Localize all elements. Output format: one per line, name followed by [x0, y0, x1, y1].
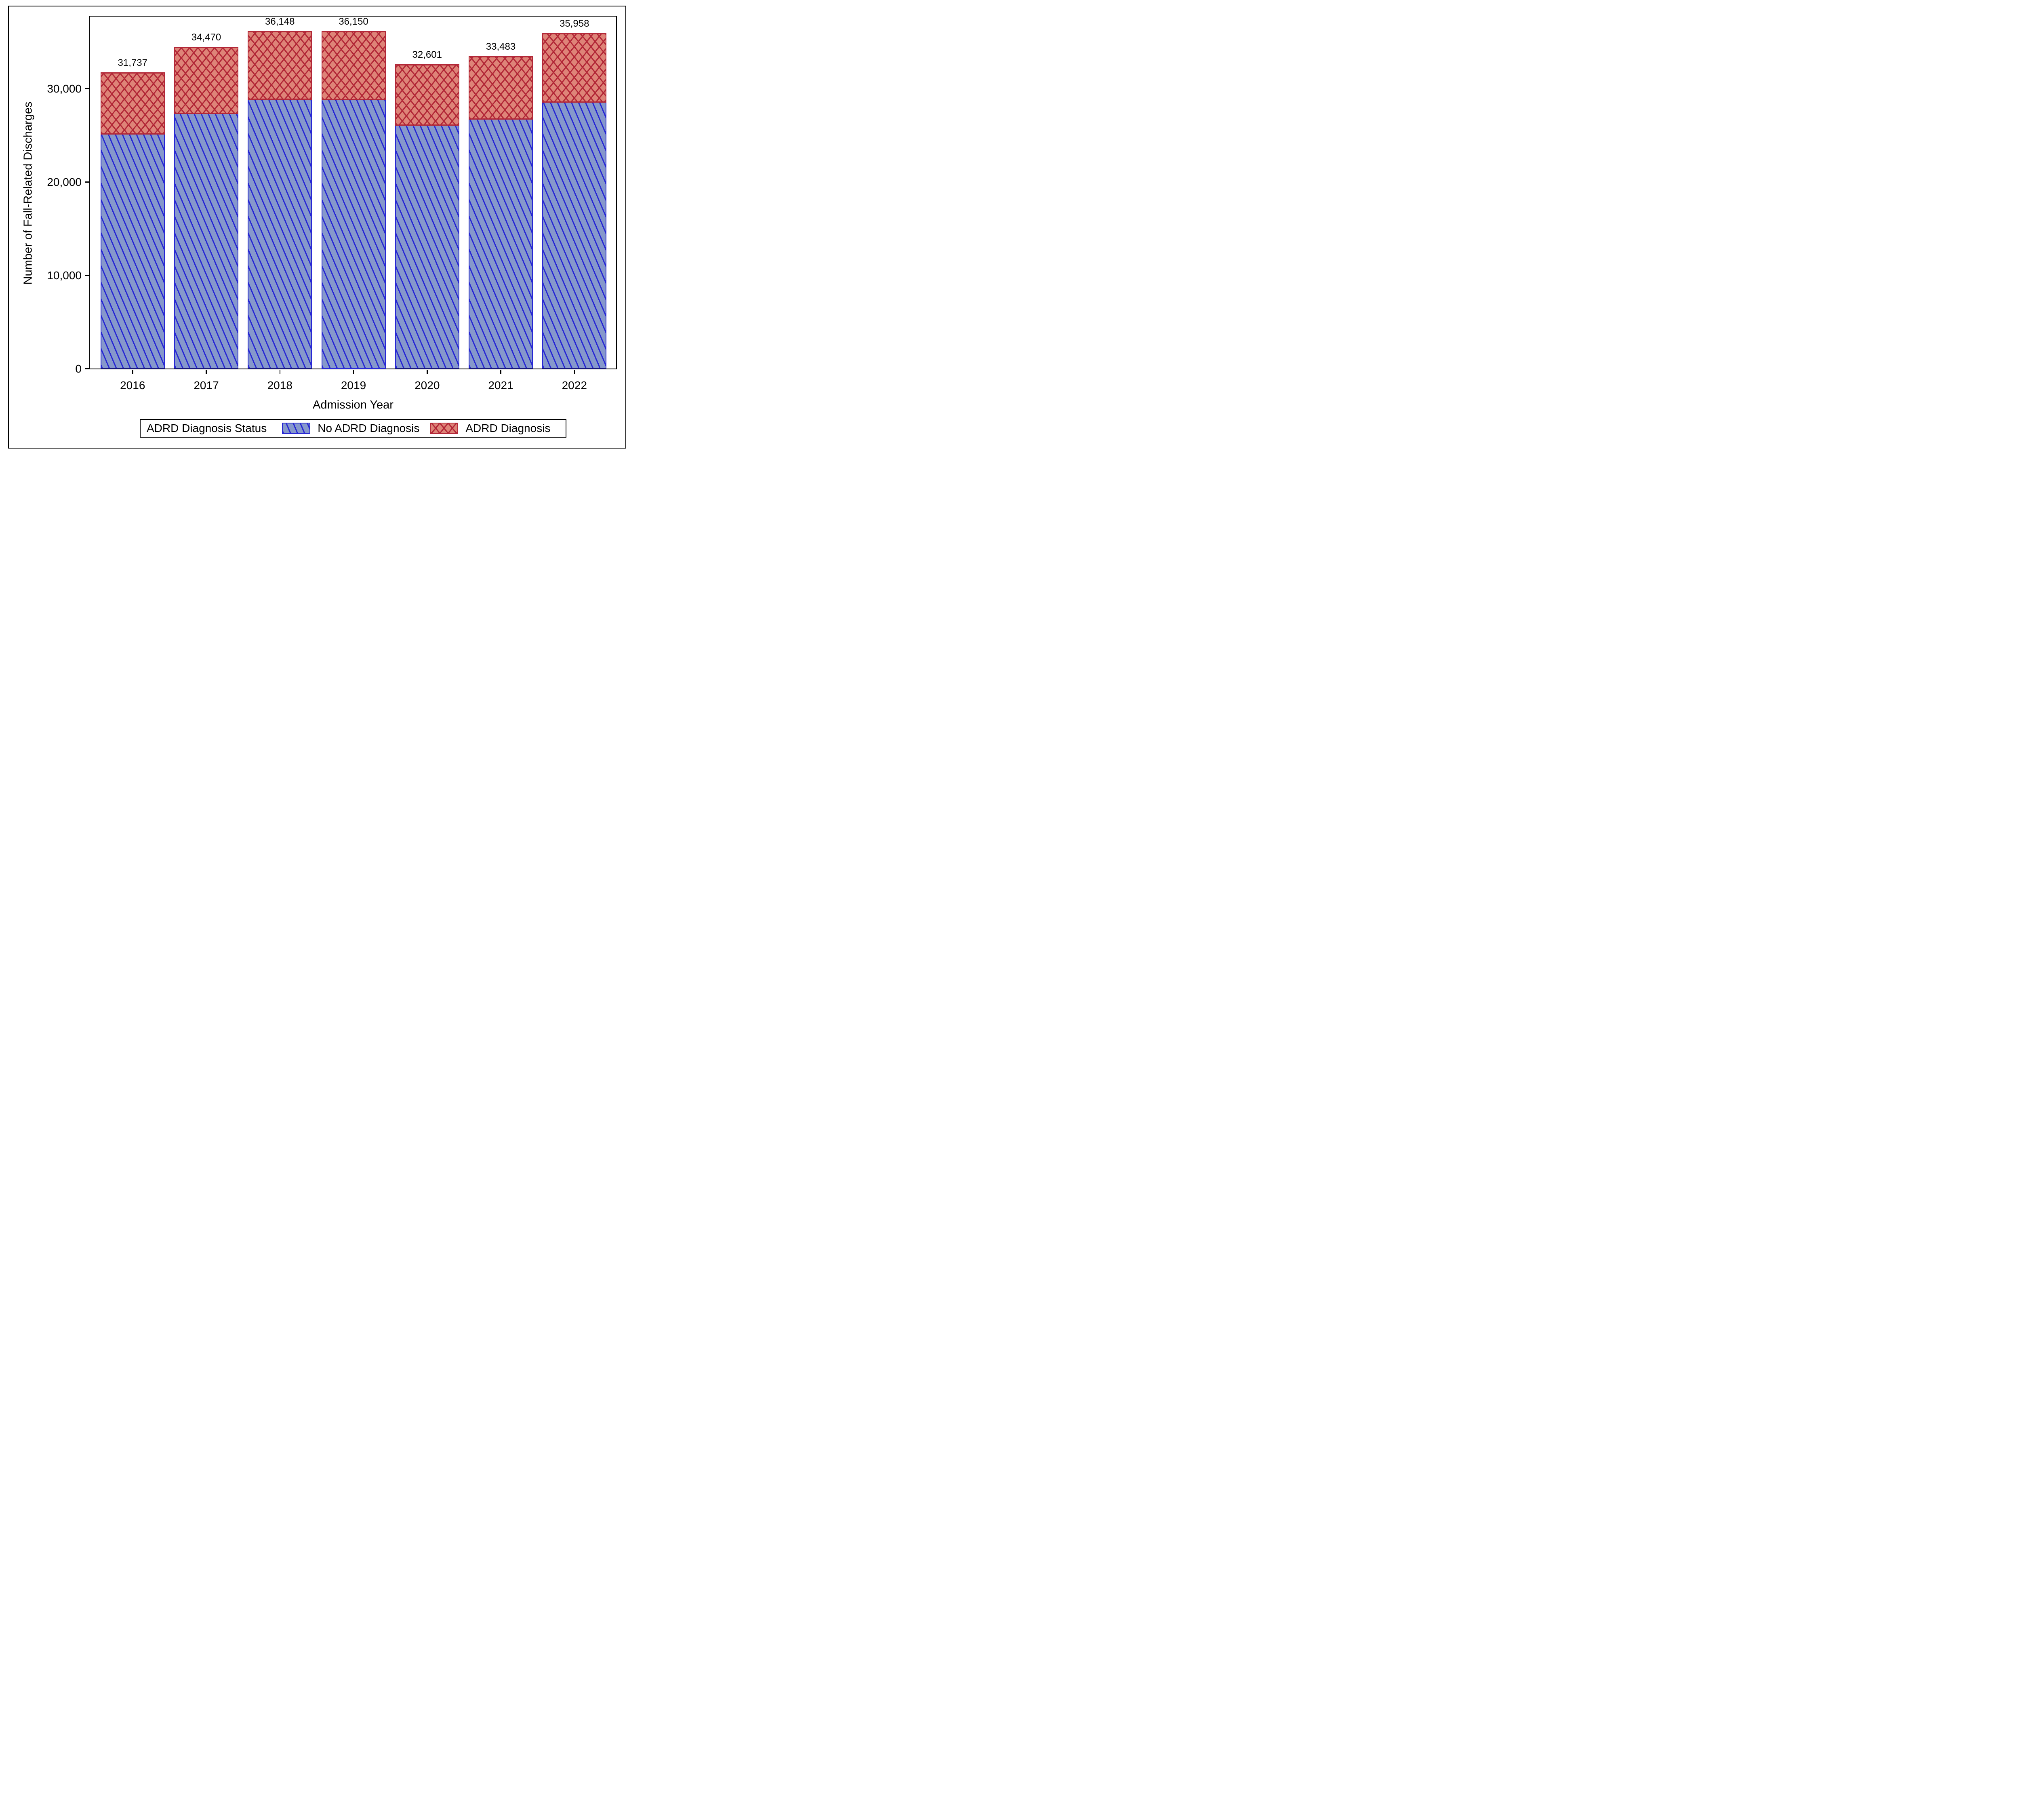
x-tick-2017	[206, 370, 207, 374]
y-tick-label-20000: 20,000	[47, 175, 82, 188]
bar-2020-no-adrd-segment	[395, 125, 459, 369]
bar-2021-adrd-segment	[469, 56, 533, 120]
legend-item-no-adrd-label: No ADRD Diagnosis	[318, 422, 420, 434]
adrd-diagnosis-swatch-icon	[430, 423, 459, 434]
bar-2021-total-label: 33,483	[486, 41, 516, 53]
bar-2019-adrd-segment	[321, 31, 386, 101]
bar-2021-no-adrd-segment	[469, 119, 533, 369]
y-tick-label-10000: 10,000	[47, 269, 82, 282]
x-tick-label-2019: 2019	[341, 379, 366, 392]
bar-2022-no-adrd-segment	[542, 103, 607, 369]
x-tick-label-2021: 2021	[488, 379, 513, 392]
legend-item-adrd-label: ADRD Diagnosis	[465, 422, 551, 434]
bar-2019-total-label: 36,150	[339, 16, 368, 27]
bar-2016-total-label: 31,737	[118, 57, 147, 69]
x-axis-title: Admission Year	[313, 398, 393, 411]
legend-title: ADRD Diagnosis Status	[147, 422, 267, 434]
bar-2016-adrd-segment	[100, 72, 165, 135]
y-tick-10000	[84, 275, 90, 276]
y-tick-0	[84, 368, 90, 369]
figure-outer-border	[8, 6, 626, 449]
bar-2018-total-label: 36,148	[265, 16, 295, 27]
y-tick-20000	[84, 181, 90, 183]
bar-2016-no-adrd-segment	[100, 134, 165, 369]
bar-2019-no-adrd-segment	[321, 100, 386, 369]
x-tick-label-2018: 2018	[267, 379, 292, 392]
figure-canvas: Number of Fall-Related Discharges 0 10,00…	[0, 0, 635, 455]
x-tick-2016	[132, 370, 133, 374]
y-axis-title: Number of Fall-Related Discharges	[21, 101, 35, 285]
x-tick-2018	[279, 370, 280, 374]
bar-2022-total-label: 35,958	[560, 18, 589, 29]
x-tick-label-2022: 2022	[562, 379, 587, 392]
x-tick-2022	[574, 370, 575, 374]
bar-2020-total-label: 32,601	[412, 49, 442, 61]
y-tick-label-30000: 30,000	[47, 82, 82, 95]
y-tick-label-0: 0	[75, 362, 82, 375]
x-tick-label-2016: 2016	[120, 379, 145, 392]
bar-2020-adrd-segment	[395, 64, 459, 126]
x-tick-2021	[500, 370, 501, 374]
bar-2022-adrd-segment	[542, 33, 607, 103]
bar-2017-no-adrd-segment	[174, 114, 238, 369]
bar-2018-adrd-segment	[248, 31, 312, 100]
no-adrd-diagnosis-swatch-icon	[282, 423, 311, 434]
x-tick-2019	[353, 370, 354, 374]
bar-2017-adrd-segment	[174, 47, 238, 114]
x-tick-label-2017: 2017	[194, 379, 219, 392]
x-tick-2020	[427, 370, 428, 374]
x-tick-label-2020: 2020	[415, 379, 440, 392]
bar-2017-total-label: 34,470	[191, 32, 221, 43]
y-tick-30000	[84, 88, 90, 89]
bar-2018-no-adrd-segment	[248, 100, 312, 369]
legend-box: ADRD Diagnosis Status No ADRD Diagnosis …	[140, 419, 566, 438]
plot-area-frame	[89, 16, 617, 369]
